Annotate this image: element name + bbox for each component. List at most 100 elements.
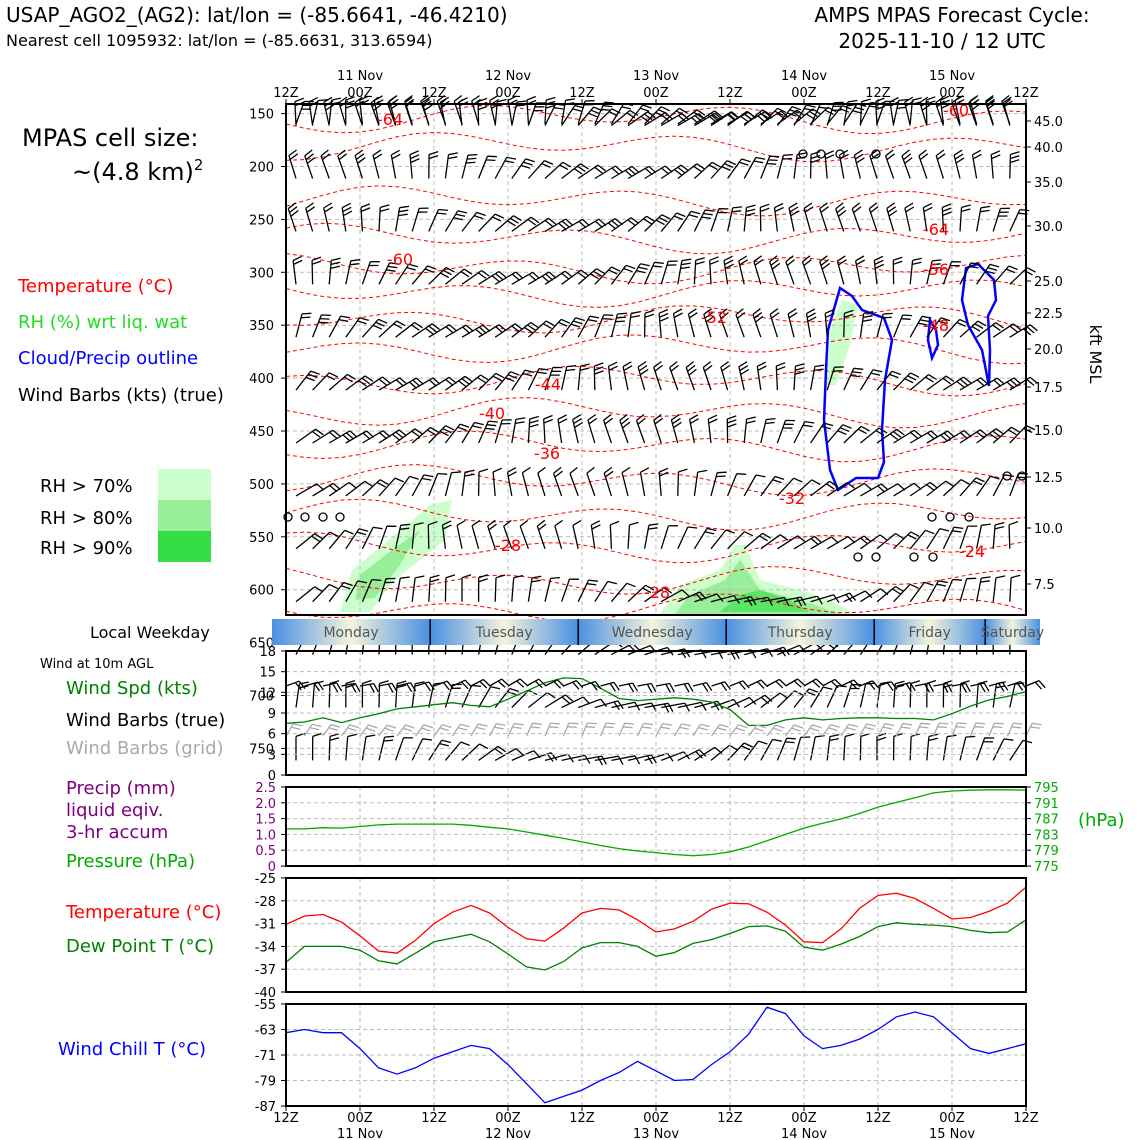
wind-barb	[445, 375, 474, 391]
temperature-contour-labels: -64 -60 -60 -64 -56 -52 -48 -44 -40 -36 …	[377, 101, 985, 602]
wind-barb	[743, 532, 771, 550]
wind-barb	[769, 308, 780, 338]
weekday-label: Local Weekday	[90, 623, 210, 642]
wind-barb	[428, 425, 455, 444]
wind-speed-legend: Wind Spd (kts)	[66, 678, 198, 699]
wind-barb	[787, 308, 798, 338]
legend-rh: RH (%) wrt liq. wat	[18, 312, 187, 333]
wind-barb	[295, 483, 325, 497]
surface-wind-barb-true	[378, 682, 398, 693]
wind-barb	[992, 426, 1020, 444]
time-tick-label: 00Z	[791, 86, 817, 101]
surface-wind-barb-true	[341, 682, 361, 693]
wind-barb	[560, 578, 580, 602]
time-tick-label: 00Z	[347, 1111, 373, 1126]
surface-wind-barb-grid	[1025, 722, 1042, 737]
time-tick-label: 12Z	[717, 1111, 743, 1126]
y-tick-label: -34	[255, 940, 276, 955]
y-tick-label: 3	[268, 748, 276, 763]
wind-barb	[328, 529, 354, 550]
wind-barb	[859, 311, 874, 338]
wind-barb	[378, 204, 390, 232]
wind-barb	[992, 265, 1018, 285]
wind-barb	[627, 584, 655, 603]
wind-barb	[876, 483, 906, 497]
pressure-tick-label: 750	[249, 742, 274, 757]
wind-barb	[768, 255, 781, 285]
calm-wind-circle	[318, 512, 328, 522]
panel-frame	[285, 650, 1027, 776]
wind-barb	[941, 203, 952, 232]
pressure-axis: 150 200 250 300 350 400 450 500 550 600 650 700 750	[249, 108, 286, 757]
wind-barb	[295, 100, 314, 125]
wind-barb	[759, 203, 770, 232]
wind-barb	[738, 361, 750, 391]
y-tick-label: 9	[268, 707, 276, 722]
surface-wind-barb-true	[933, 682, 953, 693]
wind-barb	[939, 95, 951, 125]
height-tick-label: 35.0	[1034, 176, 1063, 191]
date-tick-label: 15 Nov	[929, 69, 975, 84]
surface-wind-barb-true	[803, 678, 824, 688]
wind-barb	[461, 153, 478, 179]
wind-barb	[621, 466, 631, 497]
wind-barb	[320, 149, 331, 179]
wind-barb	[777, 596, 807, 607]
wind-barb	[967, 96, 980, 126]
wind-barb	[594, 108, 621, 127]
wind-barb	[1009, 739, 1033, 761]
wind-barb	[569, 466, 579, 497]
wind-barb	[394, 576, 410, 602]
surface-wind-barb-grid	[729, 724, 748, 737]
calm-wind-circle	[927, 512, 937, 522]
pressure-line	[286, 789, 1027, 857]
wind-barb	[487, 519, 497, 550]
y-tick-label: 6	[268, 728, 276, 743]
y-tick-label: -31	[255, 918, 276, 933]
surface-wind-barb-grid	[692, 723, 710, 737]
wind-panel-title: Wind at 10m AGL	[40, 657, 154, 672]
contour-label: -32	[779, 489, 805, 508]
temperature-contour	[285, 279, 1027, 308]
contour-label: -44	[535, 375, 561, 394]
wind-barb	[893, 531, 920, 550]
wind-barb	[660, 260, 678, 285]
date-tick-label: 12 Nov	[485, 1127, 531, 1140]
wind-barb	[607, 361, 618, 391]
weekday-segment	[272, 619, 431, 645]
wind-barb	[677, 526, 698, 550]
windchill-panel: -87 -79 -71 -63 -55	[255, 998, 1027, 1115]
wind-barb	[959, 680, 970, 708]
wind-barb	[925, 96, 936, 125]
wind-barb	[594, 580, 618, 603]
wind-barb	[637, 361, 649, 391]
wind-barb	[693, 209, 715, 232]
wind-barb	[328, 373, 356, 391]
surface-wind-barb-true	[859, 680, 880, 691]
calm-wind-circle	[964, 512, 974, 522]
weekday-segment	[578, 619, 727, 645]
wind-barb	[345, 480, 374, 497]
wind-barb	[561, 104, 585, 126]
wind-barb	[660, 112, 690, 127]
wind-barb	[544, 318, 571, 338]
date-tick-label: 14 Nov	[781, 1127, 827, 1140]
pressure-tick-label: 775	[1034, 860, 1059, 875]
time-tick-label: 00Z	[495, 86, 521, 101]
wind-barb	[345, 375, 374, 391]
wind-barb	[760, 596, 790, 607]
wind-barb	[494, 419, 512, 444]
wind-barb	[893, 583, 919, 603]
surface-wind-barb-true	[433, 680, 454, 691]
wind-barb	[942, 734, 957, 761]
wind-barb	[776, 690, 804, 708]
wind-barb	[577, 363, 590, 391]
wind-barb	[445, 324, 474, 338]
wind-barb	[785, 255, 796, 285]
cell-size-label: MPAS cell size:	[22, 124, 198, 152]
wind-barb	[976, 475, 1000, 497]
time-tick-label: 12Z	[1013, 1111, 1039, 1126]
panel-frame	[285, 877, 1027, 993]
wind-barb	[428, 208, 449, 232]
